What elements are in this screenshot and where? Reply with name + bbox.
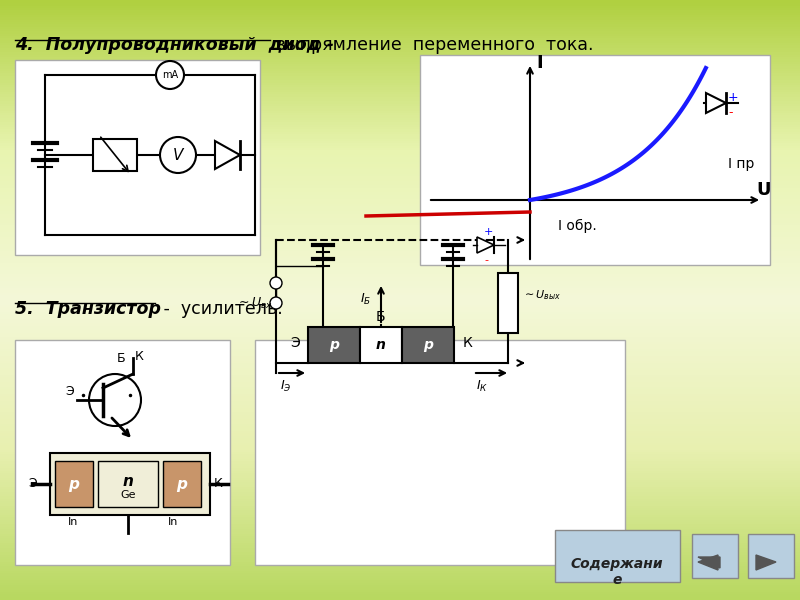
Text: Б: Б <box>376 310 386 324</box>
Circle shape <box>270 277 282 289</box>
Text: I: I <box>536 54 542 72</box>
FancyBboxPatch shape <box>420 55 770 265</box>
Bar <box>308 327 360 363</box>
Polygon shape <box>756 555 776 570</box>
Text: +: + <box>484 227 494 237</box>
Text: -: - <box>728 106 733 119</box>
Text: $I_К$: $I_К$ <box>476 379 488 394</box>
FancyBboxPatch shape <box>15 60 260 255</box>
Text: Б: Б <box>117 352 126 365</box>
Text: Э: Э <box>65 385 74 398</box>
Text: $\sim U_{вх}$: $\sim U_{вх}$ <box>236 296 273 311</box>
Text: In: In <box>168 517 178 527</box>
Text: mA: mA <box>162 70 178 80</box>
Text: V: V <box>173 148 183 163</box>
Text: Э: Э <box>290 336 300 350</box>
FancyBboxPatch shape <box>15 340 230 565</box>
Polygon shape <box>698 557 720 568</box>
Text: n: n <box>122 473 134 488</box>
Text: К: К <box>463 336 473 350</box>
Text: $I_Э$: $I_Э$ <box>280 379 292 394</box>
FancyBboxPatch shape <box>692 534 738 578</box>
Bar <box>55 461 93 507</box>
Text: I обр.: I обр. <box>558 219 597 233</box>
Bar <box>98 461 158 507</box>
Circle shape <box>156 61 184 89</box>
Text: -  усилитель.: - усилитель. <box>158 300 282 318</box>
FancyBboxPatch shape <box>748 534 794 578</box>
Text: К: К <box>135 350 144 363</box>
Text: p: p <box>423 338 433 352</box>
Circle shape <box>160 137 196 173</box>
Text: Э: Э <box>28 477 37 490</box>
Text: -: - <box>484 255 488 265</box>
Polygon shape <box>706 93 726 113</box>
Text: I пр: I пр <box>728 157 754 171</box>
Text: In: In <box>68 517 78 527</box>
Text: 5.  Транзистор: 5. Транзистор <box>15 300 161 318</box>
Text: n: n <box>376 338 386 352</box>
Circle shape <box>89 374 141 426</box>
Bar <box>360 327 402 363</box>
Text: U: U <box>756 181 770 199</box>
Bar <box>50 453 210 515</box>
Text: К: К <box>214 477 223 490</box>
Bar <box>163 461 201 507</box>
Text: p: p <box>69 476 79 491</box>
FancyBboxPatch shape <box>255 340 625 565</box>
Circle shape <box>270 297 282 309</box>
Text: выпрямление  переменного  тока.: выпрямление переменного тока. <box>270 36 594 54</box>
Text: Ge: Ge <box>120 490 136 500</box>
Text: 4.  Полупроводниковый  диод -: 4. Полупроводниковый диод - <box>15 36 334 54</box>
Bar <box>402 327 454 363</box>
Bar <box>93 139 137 171</box>
Text: p: p <box>329 338 339 352</box>
Bar <box>498 273 518 333</box>
Polygon shape <box>477 237 494 253</box>
Text: Содержани
е: Содержани е <box>570 557 663 587</box>
Polygon shape <box>215 141 240 169</box>
Text: p: p <box>177 476 187 491</box>
Polygon shape <box>698 555 718 570</box>
Text: +: + <box>728 91 738 104</box>
Text: $I_Б$: $I_Б$ <box>360 292 371 307</box>
FancyBboxPatch shape <box>555 530 680 582</box>
Text: $\sim U_{вых}$: $\sim U_{вых}$ <box>522 288 561 302</box>
